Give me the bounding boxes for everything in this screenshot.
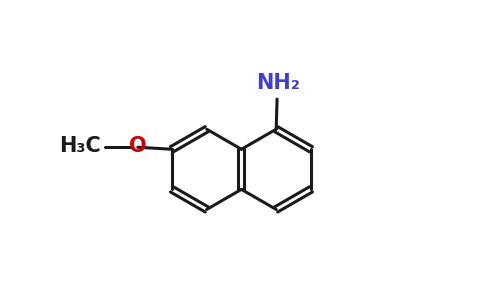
Text: O: O (129, 136, 147, 156)
Text: H₃C: H₃C (59, 136, 101, 156)
Text: NH₂: NH₂ (257, 73, 301, 93)
